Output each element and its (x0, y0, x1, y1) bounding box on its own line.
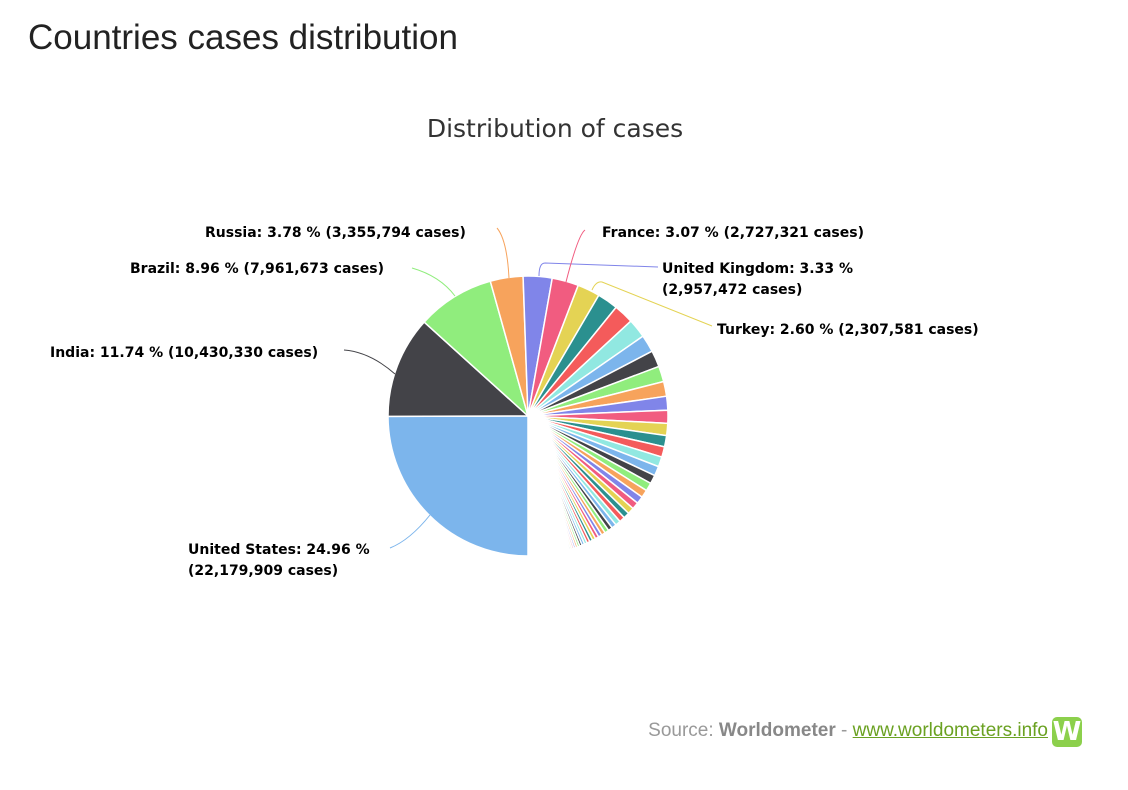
label-line: United States: 24.96 % (188, 542, 370, 558)
connector-russia (496, 227, 510, 279)
data-label-france: France: 3.07 % (2,727,321 cases) (602, 225, 864, 241)
pie-slice-india[interactable] (387, 321, 529, 418)
connector-france (565, 229, 586, 283)
connector-india (343, 349, 396, 375)
source-name: Worldometer (718, 720, 836, 741)
pie-slice-united-states[interactable] (387, 415, 529, 557)
chart-title: Distribution of cases (426, 114, 684, 143)
data-label-united-states: United States: 24.96 % (22,179,909 cases… (188, 540, 370, 582)
data-label-brazil: Brazil: 8.96 % (7,961,673 cases) (130, 261, 384, 277)
connector-uk (538, 262, 659, 277)
data-label-india: India: 11.74 % (10,430,330 cases) (50, 345, 319, 361)
source-credit: Source: Worldometer - www.worldometers.i… (648, 720, 1048, 742)
data-label-united-kingdom: United Kingdom: 3.33 % (2,957,472 cases) (662, 259, 853, 301)
source-separator: - (835, 720, 853, 741)
worldometer-logo-icon[interactable]: W (1052, 717, 1082, 747)
connector-us (389, 514, 431, 549)
data-label-russia: Russia: 3.78 % (3,355,794 cases) (205, 225, 466, 241)
data-label-turkey: Turkey: 2.60 % (2,307,581 cases) (717, 322, 979, 338)
connector-brazil (411, 267, 456, 297)
label-line: United Kingdom: 3.33 % (662, 261, 853, 277)
source-link[interactable]: www.worldometers.info (852, 720, 1048, 741)
connector-turkey (591, 281, 713, 327)
source-prefix: Source: (648, 720, 719, 741)
pie-slice-other-54[interactable] (527, 415, 559, 554)
page-title: Countries cases distribution (28, 18, 458, 57)
label-line: (22,179,909 cases) (188, 563, 339, 579)
label-line: (2,957,472 cases) (662, 282, 803, 298)
